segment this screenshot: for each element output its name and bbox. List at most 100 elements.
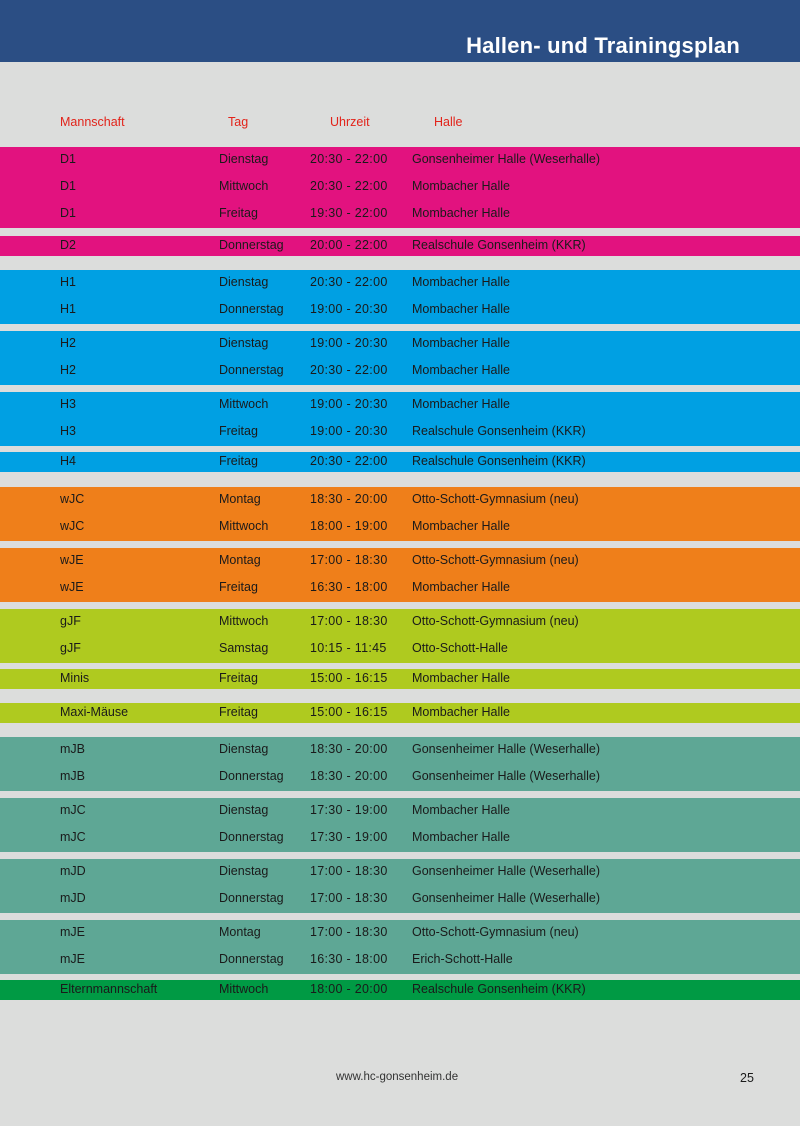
team-group: wJC Montag 18:30 - 20:00 Otto-Schott-Gymnas… bbox=[0, 487, 800, 541]
team-cell: mJE bbox=[60, 952, 85, 966]
time-cell: 20:30 - 22:00 bbox=[310, 152, 388, 166]
table-row: Elternmannschaft Mittwoch 18:00 - 20:00 Rea… bbox=[0, 980, 800, 1000]
team-group: Maxi-Mäuse Freitag 15:00 - 16:15 Mombacher … bbox=[0, 703, 800, 723]
team-cell: wJE bbox=[60, 553, 84, 567]
team-cell: H1 bbox=[60, 302, 76, 316]
team-group: D1 Dienstag 20:30 - 22:00 Gonsenheimer Hall… bbox=[0, 147, 800, 228]
table-row: mJB Donnerstag 18:30 - 20:00 Gonsenheimer H… bbox=[0, 764, 800, 791]
day-cell: Donnerstag bbox=[219, 830, 284, 844]
hall-cell: Otto-Schott-Gymnasium (neu) bbox=[412, 553, 579, 567]
team-cell: wJE bbox=[60, 580, 84, 594]
team-group: mJC Dienstag 17:30 - 19:00 Mombacher Halle m… bbox=[0, 798, 800, 852]
hall-cell: Mombacher Halle bbox=[412, 803, 510, 817]
page-title: Hallen- und Trainingsplan bbox=[466, 33, 740, 58]
day-cell: Freitag bbox=[219, 705, 258, 719]
table-header: Mannschaft Tag Uhrzeit Halle bbox=[0, 115, 800, 135]
table-row: mJD Dienstag 17:00 - 18:30 Gonsenheimer Hal… bbox=[0, 859, 800, 886]
day-cell: Samstag bbox=[219, 641, 269, 655]
time-cell: 20:30 - 22:00 bbox=[310, 275, 388, 289]
team-cell: D1 bbox=[60, 179, 76, 193]
team-group: mJD Dienstag 17:00 - 18:30 Gonsenheimer Hal… bbox=[0, 859, 800, 913]
team-group: D2 Donnerstag 20:00 - 22:00 Realschule Gons… bbox=[0, 236, 800, 256]
hall-cell: Mombacher Halle bbox=[412, 519, 510, 533]
table-row: H3 Mittwoch 19:00 - 20:30 Mombacher Halle bbox=[0, 392, 800, 419]
day-cell: Montag bbox=[219, 925, 261, 939]
hall-cell: Erich-Schott-Halle bbox=[412, 952, 513, 966]
table-row: wJE Montag 17:00 - 18:30 Otto-Schott-Gymnas… bbox=[0, 548, 800, 575]
team-cell: gJF bbox=[60, 641, 81, 655]
team-cell: wJC bbox=[60, 519, 85, 533]
team-cell: mJE bbox=[60, 925, 85, 939]
column-header-team: Mannschaft bbox=[60, 115, 125, 129]
team-cell: wJC bbox=[60, 492, 85, 506]
hall-cell: Gonsenheimer Halle (Weserhalle) bbox=[412, 891, 601, 905]
hall-cell: Gonsenheimer Halle (Weserhalle) bbox=[412, 769, 601, 783]
team-cell: mJB bbox=[60, 742, 85, 756]
team-cell: mJB bbox=[60, 769, 85, 783]
team-cell: Minis bbox=[60, 671, 90, 685]
header-bar bbox=[0, 0, 800, 62]
time-cell: 15:00 - 16:15 bbox=[310, 705, 388, 719]
day-cell: Dienstag bbox=[219, 275, 269, 289]
time-cell: 20:30 - 22:00 bbox=[310, 179, 388, 193]
time-cell: 18:30 - 20:00 bbox=[310, 742, 388, 756]
table-row: mJB Dienstag 18:30 - 20:00 Gonsenheimer Hal… bbox=[0, 737, 800, 764]
time-cell: 15:00 - 16:15 bbox=[310, 671, 388, 685]
hall-cell: Otto-Schott-Gymnasium (neu) bbox=[412, 925, 579, 939]
column-header-hall: Halle bbox=[434, 115, 463, 129]
day-cell: Mittwoch bbox=[219, 982, 269, 996]
day-cell: Freitag bbox=[219, 424, 258, 438]
team-group: gJF Mittwoch 17:00 - 18:30 Otto-Schott-Gymn… bbox=[0, 609, 800, 663]
team-group: H1 Dienstag 20:30 - 22:00 Mombacher Halle H1… bbox=[0, 270, 800, 324]
team-cell: D1 bbox=[60, 152, 76, 166]
time-cell: 18:30 - 20:00 bbox=[310, 769, 388, 783]
team-cell: gJF bbox=[60, 614, 81, 628]
time-cell: 19:00 - 20:30 bbox=[310, 397, 388, 411]
day-cell: Mittwoch bbox=[219, 519, 269, 533]
team-cell: H3 bbox=[60, 424, 76, 438]
team-cell: Elternmannschaft bbox=[60, 982, 158, 996]
day-cell: Dienstag bbox=[219, 803, 269, 817]
team-group: Minis Freitag 15:00 - 16:15 Mombacher Halle bbox=[0, 669, 800, 689]
team-group: mJE Montag 17:00 - 18:30 Otto-Schott-Gymnas… bbox=[0, 920, 800, 974]
column-header-day: Tag bbox=[228, 115, 249, 129]
team-cell: mJD bbox=[60, 864, 86, 878]
day-cell: Dienstag bbox=[219, 336, 269, 350]
table-row: D1 Mittwoch 20:30 - 22:00 Mombacher Halle bbox=[0, 174, 800, 201]
time-cell: 17:00 - 18:30 bbox=[310, 864, 388, 878]
day-cell: Freitag bbox=[219, 454, 258, 468]
hall-cell: Realschule Gonsenheim (KKR) bbox=[412, 454, 586, 468]
time-cell: 18:30 - 20:00 bbox=[310, 492, 388, 506]
hall-cell: Mombacher Halle bbox=[412, 363, 510, 377]
time-cell: 17:00 - 18:30 bbox=[310, 553, 388, 567]
table-row: mJD Donnerstag 17:00 - 18:30 Gonsenheimer H… bbox=[0, 886, 800, 913]
table-row: D1 Freitag 19:30 - 22:00 Mombacher Halle bbox=[0, 201, 800, 228]
time-cell: 16:30 - 18:00 bbox=[310, 952, 388, 966]
hall-cell: Gonsenheimer Halle (Weserhalle) bbox=[412, 152, 601, 166]
hall-cell: Realschule Gonsenheim (KKR) bbox=[412, 424, 586, 438]
time-cell: 17:30 - 19:00 bbox=[310, 803, 388, 817]
hall-cell: Mombacher Halle bbox=[412, 302, 510, 316]
table-row: mJC Donnerstag 17:30 - 19:00 Mombacher Hall… bbox=[0, 825, 800, 852]
hall-cell: Realschule Gonsenheim (KKR) bbox=[412, 982, 586, 996]
team-group: H2 Dienstag 19:00 - 20:30 Mombacher Halle H2… bbox=[0, 331, 800, 385]
day-cell: Donnerstag bbox=[219, 302, 284, 316]
day-cell: Donnerstag bbox=[219, 769, 284, 783]
hall-cell: Mombacher Halle bbox=[412, 830, 510, 844]
hall-cell: Mombacher Halle bbox=[412, 336, 510, 350]
day-cell: Dienstag bbox=[219, 864, 269, 878]
table-row: Maxi-Mäuse Freitag 15:00 - 16:15 Mombacher … bbox=[0, 703, 800, 723]
team-cell: H3 bbox=[60, 397, 76, 411]
time-cell: 19:30 - 22:00 bbox=[310, 206, 388, 220]
team-cell: Maxi-Mäuse bbox=[60, 705, 129, 719]
day-cell: Montag bbox=[219, 553, 261, 567]
table-row: mJE Montag 17:00 - 18:30 Otto-Schott-Gymnas… bbox=[0, 920, 800, 947]
hall-cell: Mombacher Halle bbox=[412, 705, 510, 719]
team-group: H3 Mittwoch 19:00 - 20:30 Mombacher Halle H3… bbox=[0, 392, 800, 446]
time-cell: 17:30 - 19:00 bbox=[310, 830, 388, 844]
time-cell: 20:30 - 22:00 bbox=[310, 363, 388, 377]
table-row: gJF Mittwoch 17:00 - 18:30 Otto-Schott-Gymn… bbox=[0, 609, 800, 636]
team-cell: D1 bbox=[60, 206, 76, 220]
table-row: wJC Montag 18:30 - 20:00 Otto-Schott-Gymnas… bbox=[0, 487, 800, 514]
team-cell: H2 bbox=[60, 336, 76, 350]
